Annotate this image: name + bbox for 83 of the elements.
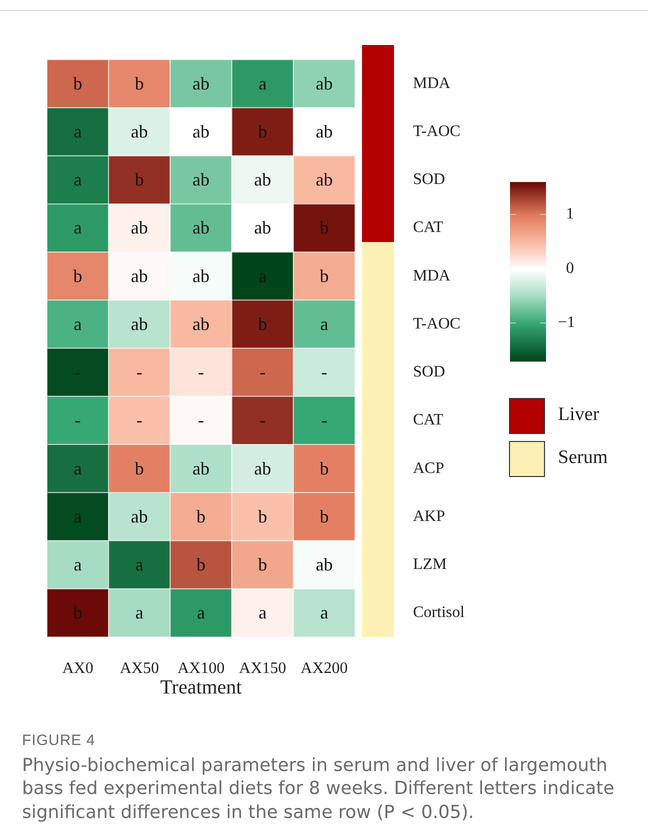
data-label: a <box>74 170 82 190</box>
y-tick-label: MDA <box>413 74 451 92</box>
data-label: b <box>73 602 82 623</box>
text: Liver <box>558 404 600 426</box>
caption: FIGURE 4 <box>22 732 96 749</box>
data-label: ab <box>192 73 210 94</box>
color-bar-label: 0 <box>566 260 574 277</box>
data-label: b <box>320 218 329 238</box>
data-label: - <box>198 410 204 430</box>
data-label: a <box>258 602 267 623</box>
y-tick-label: CAT <box>413 412 444 429</box>
data-label: ab <box>192 170 210 190</box>
x-tick-label: AX150 <box>239 660 286 677</box>
data-label: - <box>198 362 204 382</box>
data-label: ab <box>254 218 272 238</box>
data-label: a <box>197 602 205 623</box>
data-label: ab <box>316 170 333 190</box>
data-label: ab <box>316 73 333 94</box>
data-label: a <box>135 554 144 575</box>
data-label: a <box>320 602 328 623</box>
data-label: b <box>258 554 268 575</box>
y-tick-label: AKP <box>413 508 446 525</box>
color-bar-label: −1 <box>558 314 576 332</box>
data-label: b <box>196 506 206 526</box>
y-tick-label: CAT <box>413 219 444 236</box>
data-label: b <box>73 73 82 94</box>
data-label: b <box>258 122 268 142</box>
data-label: b <box>134 73 144 94</box>
data-label: ab <box>316 122 333 142</box>
data-label: a <box>74 506 82 526</box>
data-label: ab <box>192 458 210 478</box>
x-tick-label: AX200 <box>300 660 348 677</box>
data-label: ab <box>130 122 148 142</box>
y-tick-label: LZM <box>413 556 447 574</box>
data-label: b <box>258 314 268 334</box>
data-label: a <box>74 458 82 478</box>
data-label: ab <box>130 314 148 334</box>
y-tick-label: MDA <box>413 267 451 284</box>
y-tick-label: Cortisol <box>413 604 466 622</box>
data-label: - <box>321 410 328 430</box>
data-label: ab <box>130 266 148 286</box>
data-label: b <box>196 554 206 575</box>
data-label: - <box>321 362 328 382</box>
y-tick-label: T-AOC <box>413 122 460 140</box>
data-label: ab <box>192 122 210 142</box>
data-label: - <box>136 410 142 430</box>
x-tick-label: AX100 <box>177 660 225 677</box>
color-bar-label: 1 <box>566 206 574 223</box>
text: Serum <box>558 447 608 469</box>
y-tick-label: T-AOC <box>413 315 460 332</box>
data-label: b <box>320 458 329 478</box>
data-label: a <box>74 122 82 142</box>
x-tick-label: AX50 <box>120 660 159 677</box>
data-label: - <box>74 362 81 382</box>
data-label: b <box>134 170 144 190</box>
x-tick-label: AX0 <box>62 660 94 677</box>
data-label: a <box>258 73 267 94</box>
data-label: ab <box>130 506 148 526</box>
text: Physio-biochemical parameters in serum and liver of largemouth bass fed experimental diets for 8 weeks. Different letters indicate significant differences in the same row (P < 0.05). <box>22 754 616 824</box>
data-label: - <box>136 362 142 382</box>
data-label: ab <box>130 218 148 238</box>
y-tick-label: SOD <box>413 364 446 381</box>
data-label: ab <box>316 554 333 575</box>
data-label: a <box>320 314 328 334</box>
y-tick-label: ACP <box>413 460 444 477</box>
data-label: a <box>74 218 82 238</box>
data-label: - <box>260 362 266 382</box>
data-label: ab <box>254 458 272 478</box>
data-label: ab <box>192 314 210 334</box>
data-label: - <box>74 410 81 430</box>
data-label: b <box>73 266 82 286</box>
data-label: b <box>320 506 329 526</box>
data-label: a <box>135 602 144 623</box>
y-tick-label: SOD <box>413 171 446 188</box>
data-label: a <box>74 554 82 575</box>
x-axis-title: Treatment <box>160 676 242 698</box>
data-label: - <box>260 410 266 430</box>
data-label: b <box>320 266 329 286</box>
data-label: a <box>74 314 82 334</box>
data-label: ab <box>254 170 272 190</box>
data-label: b <box>134 458 144 478</box>
data-label: ab <box>192 218 210 238</box>
data-label: b <box>258 506 268 526</box>
